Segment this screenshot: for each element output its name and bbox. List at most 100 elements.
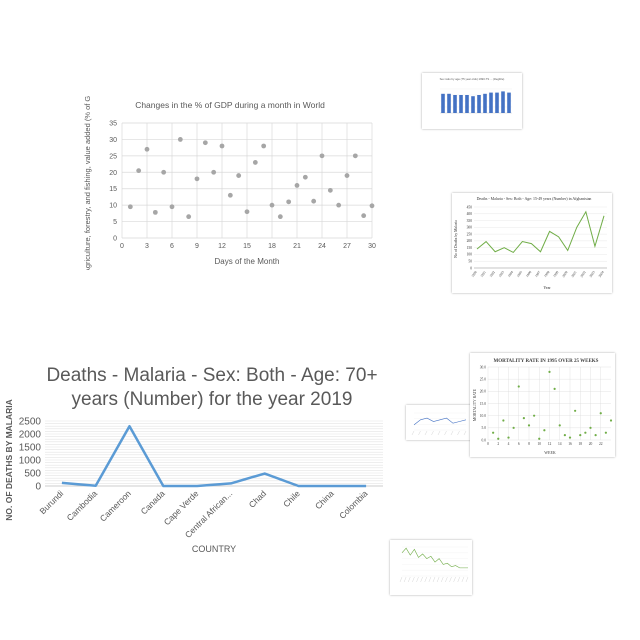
y-tick-label: 30.0 (480, 365, 486, 369)
x-tick-label: China (313, 488, 336, 511)
x-tick-label (461, 576, 465, 583)
y-tick-label: 400 (467, 212, 473, 216)
x-tick-label: 18 (578, 442, 582, 446)
y-tick-label: 15.0 (480, 402, 486, 406)
bar (453, 95, 457, 113)
x-tick-label (403, 576, 407, 583)
bar (507, 92, 511, 113)
x-axis-label: WEEK (544, 450, 556, 455)
scatter-point (512, 426, 515, 429)
x-tick-label: 1991 (480, 270, 487, 278)
x-tick-label: Cambodia (65, 488, 100, 523)
y-tick-label: 450 (467, 205, 473, 209)
scatter-point (269, 202, 275, 208)
x-tick-label (424, 576, 427, 583)
x-tick-label (432, 576, 436, 583)
y-tick-label: 500 (24, 469, 41, 480)
scatter-point (327, 187, 333, 193)
y-tick-label: 25 (109, 153, 117, 160)
chart-title-line-1: Deaths - Malaria - Sex: Both - Age: 70+ (46, 365, 377, 386)
scatter-point (202, 140, 208, 146)
scatter-point (152, 209, 158, 215)
scatter-point (527, 424, 531, 427)
x-tick-label (416, 576, 419, 583)
scatter-point (277, 214, 283, 220)
x-tick-label: Chile (281, 488, 302, 509)
bar (447, 93, 451, 113)
scatter-point (609, 419, 613, 422)
sex-ratio-bar-svg: Sex ratio by age (75 year olds) 1990-TS … (440, 77, 512, 114)
y-axis-label: NO. OF DEATHS BY MALARIA (4, 399, 14, 521)
y-tick-label: 10.0 (480, 414, 486, 418)
scatter-point (361, 213, 367, 219)
bar (441, 93, 445, 113)
x-tick-label: 1996 (525, 270, 532, 278)
y-tick-label: 2000 (19, 430, 42, 441)
x-tick-label: Canada (139, 488, 167, 516)
x-tick-label: 2000 (561, 270, 568, 278)
scatter-point (604, 431, 607, 434)
scatter-point (319, 153, 325, 159)
mortality-scatter-chart: MORTALITY RATE IN 1995 OVER 25 WEEKS WEE… (470, 353, 615, 457)
bar (477, 95, 481, 113)
x-tick-label: 3 (145, 243, 149, 250)
x-tick-label: 12 (218, 243, 226, 250)
malaria-70plus-line-svg: Deaths - Malaria - Sex: Both - Age: 70+ … (4, 365, 383, 554)
x-tick-label (445, 576, 448, 583)
x-tick-label (412, 576, 415, 583)
y-tick-label: 25.0 (480, 377, 486, 381)
scatter-point (261, 143, 267, 149)
y-tick-label: 5.0 (482, 426, 487, 430)
x-tick-label: 2004 (598, 270, 605, 278)
x-tick-label: 14 (558, 442, 562, 446)
scatter-point (294, 183, 300, 188)
x-tick-label: 18 (268, 243, 276, 250)
chart-title-line-2: years (Number) for the year 2019 (72, 389, 353, 410)
x-tick-label: 2003 (589, 270, 596, 278)
x-tick-label: 8 (528, 442, 530, 446)
scatter-point (344, 173, 350, 178)
x-tick-label: 27 (343, 243, 351, 250)
scatter-point (286, 199, 292, 205)
scatter-point (517, 385, 520, 388)
x-tick-label: 30 (368, 243, 376, 250)
y-tick-label: 10 (109, 203, 117, 210)
y-tick-label: 350 (467, 219, 473, 223)
x-tick-label: 0 (487, 442, 489, 446)
scatter-point (236, 173, 242, 178)
x-tick-label: 15 (243, 243, 251, 250)
x-tick-label (418, 430, 421, 436)
x-tick-label: 9 (195, 243, 199, 250)
bar (495, 92, 499, 113)
bar (501, 91, 505, 113)
y-tick-label: 15 (109, 186, 117, 193)
malaria-70plus-line-chart: Deaths - Malaria - Sex: Both - Age: 70+ … (0, 355, 385, 560)
afghanistan-malaria-line-chart: Deaths - Malaria - Sex: Both - Age: 15-4… (452, 193, 612, 293)
scatter-point (177, 137, 183, 142)
scatter-point (584, 431, 587, 434)
x-tick-label: Burundi (38, 488, 66, 516)
scatter-point (244, 209, 250, 215)
x-tick-label (411, 430, 415, 436)
scatter-point (169, 204, 175, 210)
x-tick-label (450, 430, 454, 436)
bar (465, 95, 469, 113)
scatter-point (563, 434, 566, 437)
x-tick-label (444, 430, 447, 436)
small-green-line-svg (399, 546, 469, 583)
x-tick-label: 4 (508, 442, 510, 446)
scatter-point (302, 174, 308, 180)
bar (483, 93, 487, 113)
y-tick-label: 0.0 (482, 438, 487, 442)
bar (459, 95, 463, 113)
x-tick-label: 24 (318, 243, 326, 250)
scatter-point (311, 198, 317, 204)
scatter-point (336, 202, 342, 208)
y-tick-label: 30 (109, 137, 117, 144)
y-tick-label: 50 (468, 260, 472, 264)
chart-title: Deaths - Malaria - Sex: Both - Age: 15-4… (477, 197, 592, 201)
y-tick-label: 1500 (19, 443, 42, 454)
y-tick-label: 1000 (19, 456, 42, 467)
scatter-point (252, 160, 258, 165)
scatter-point (161, 169, 167, 175)
